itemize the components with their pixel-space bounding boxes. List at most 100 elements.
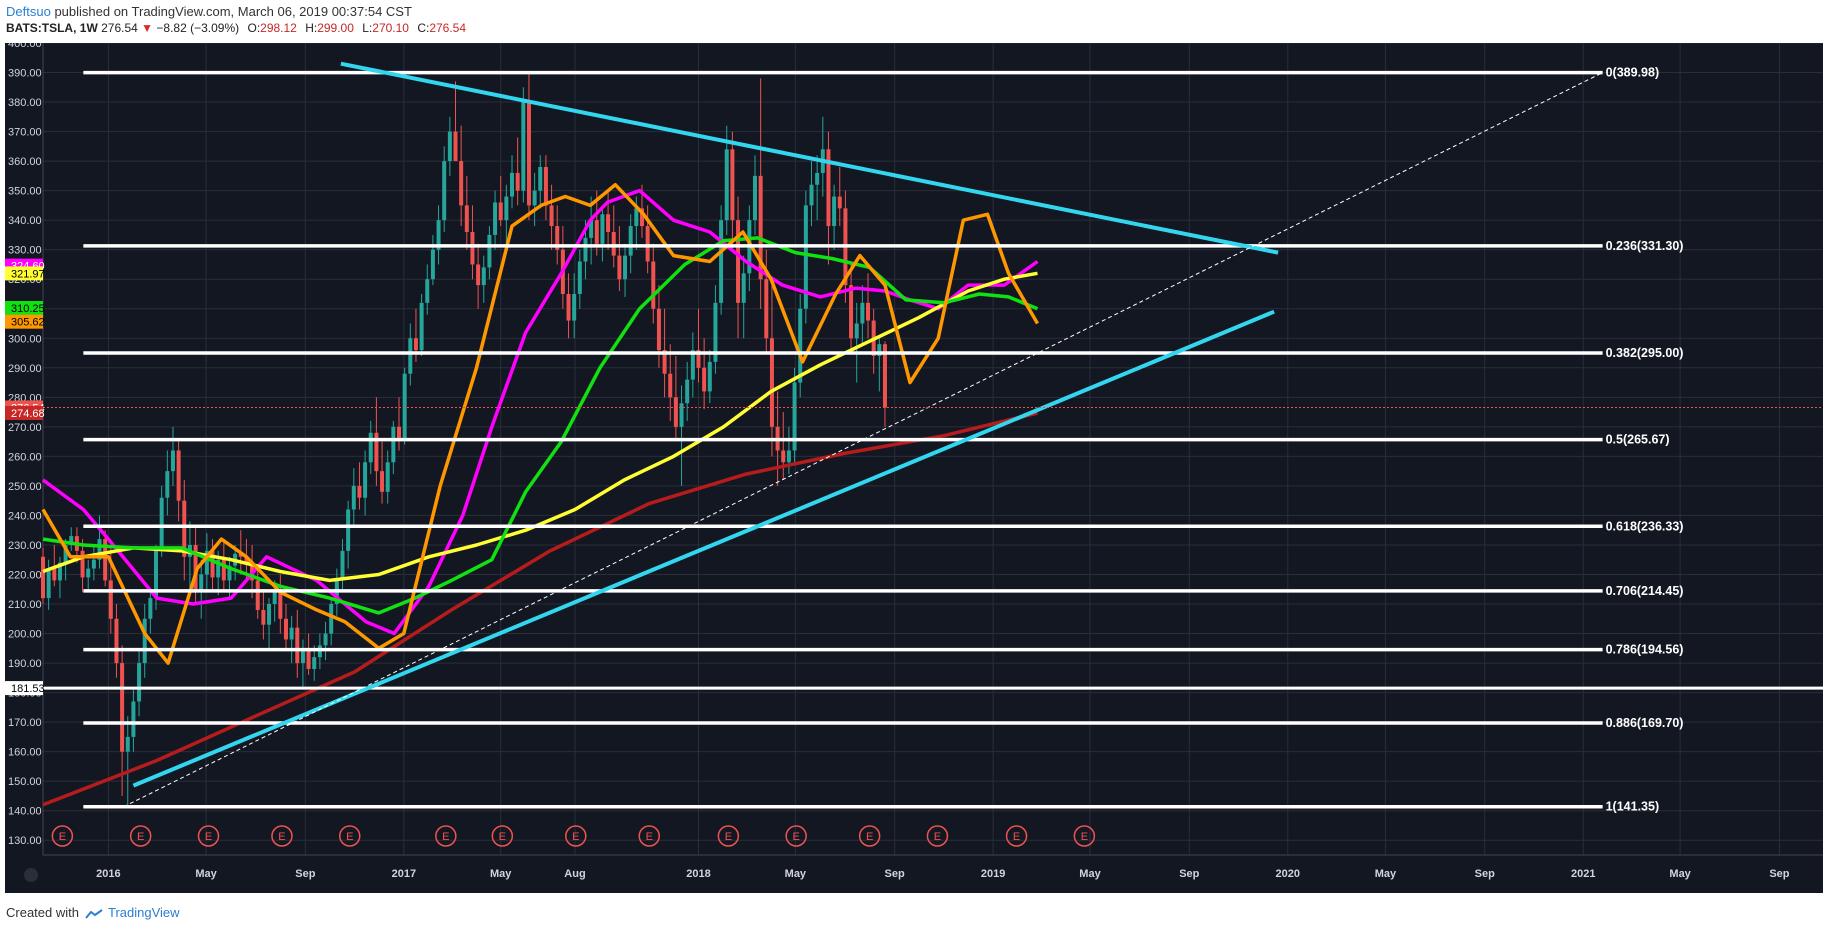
time-tick-label: 2018 xyxy=(686,868,710,880)
candle-body xyxy=(555,226,560,250)
fib-level-label: 0.382(295.00) xyxy=(1606,346,1684,360)
candle-body xyxy=(170,450,175,472)
price-tick-label: 370.00 xyxy=(8,127,42,139)
time-tick-label: Sep xyxy=(1769,868,1789,880)
candle-body xyxy=(148,598,153,619)
price-change: −8.82 (−3.09%) xyxy=(156,21,240,35)
candle-body xyxy=(397,426,401,439)
candle-body xyxy=(80,550,85,578)
price-tick-label: 200.00 xyxy=(8,629,42,641)
candle-body xyxy=(91,559,96,569)
time-tick-label: Sep xyxy=(1179,868,1199,880)
candle-body xyxy=(662,350,667,374)
author-link[interactable]: Deftsuo xyxy=(6,4,51,19)
price-tick-label: 140.00 xyxy=(8,806,42,818)
candle-body xyxy=(866,302,871,321)
close-value: 276.54 xyxy=(429,21,467,35)
price-label-tag xyxy=(5,681,43,696)
price-tick-label: 210.00 xyxy=(8,599,42,611)
created-with-text: Created with xyxy=(6,905,79,920)
candle-body xyxy=(849,285,854,339)
candle-body xyxy=(120,663,125,752)
high-label: H: xyxy=(305,21,318,35)
candle-body xyxy=(702,367,707,392)
time-tick-label: May xyxy=(195,868,217,880)
tradingview-logo-icon xyxy=(84,908,103,919)
candle-body xyxy=(108,580,113,619)
low-label: L: xyxy=(362,21,373,35)
candle-body xyxy=(781,450,786,463)
candle-body xyxy=(86,568,91,578)
candle-body xyxy=(272,592,277,605)
candle-body xyxy=(651,261,656,309)
trendline-support xyxy=(132,309,1275,788)
candle-body xyxy=(504,196,509,221)
price-tick-label: 300.00 xyxy=(8,333,42,345)
earnings-marker-icon xyxy=(339,825,361,847)
candle-body xyxy=(300,648,305,664)
candle-body xyxy=(611,231,616,256)
candle-body xyxy=(628,226,633,256)
candle-body xyxy=(204,550,209,575)
candle-body xyxy=(639,208,644,227)
earnings-marker-icon xyxy=(926,825,949,847)
high-value: 299.00 xyxy=(317,21,354,35)
earnings-marker-label: E xyxy=(934,831,941,843)
candle-body xyxy=(882,344,887,408)
footer: Created with TradingView xyxy=(6,905,180,920)
candle-body xyxy=(606,214,611,232)
candle-body xyxy=(487,234,492,268)
candle-body xyxy=(340,550,345,581)
candle-body xyxy=(57,562,62,581)
candle-body xyxy=(764,279,769,339)
candle-body xyxy=(436,220,441,250)
candle-body xyxy=(792,382,797,451)
earnings-marker-label: E xyxy=(499,831,506,843)
earnings-marker-label: E xyxy=(442,831,449,843)
candle-body xyxy=(786,450,791,463)
time-tick-label: May xyxy=(785,868,807,880)
candle-body xyxy=(380,471,385,492)
price-label-text: 321.97 xyxy=(11,268,45,280)
candle-body xyxy=(295,627,300,664)
time-tick-label: 2017 xyxy=(392,868,416,880)
candle-body xyxy=(385,462,390,492)
fib-level-label: 0.618(236.33) xyxy=(1606,519,1684,533)
candle-body xyxy=(493,202,498,235)
down-arrow-icon: ▼ xyxy=(141,21,154,35)
price-tick-label: 350.00 xyxy=(8,186,42,198)
candle-body xyxy=(267,604,272,625)
earnings-marker-icon xyxy=(638,825,660,847)
tradingview-link[interactable]: TradingView xyxy=(108,905,180,920)
open-value: 298.12 xyxy=(260,21,297,35)
close-label: C: xyxy=(417,21,430,35)
candle-body xyxy=(199,574,204,593)
time-tick-label: May xyxy=(1669,868,1691,880)
candle-body xyxy=(125,736,130,752)
candle-body xyxy=(741,273,746,303)
price-tick-label: 250.00 xyxy=(8,481,42,493)
time-tick-label: May xyxy=(1079,868,1101,880)
candle-body xyxy=(459,161,464,206)
candle-body xyxy=(736,220,741,303)
candle-body xyxy=(210,550,215,578)
candle-body xyxy=(526,102,531,206)
earnings-marker-icon xyxy=(129,825,152,847)
price-tick-label: 160.00 xyxy=(8,747,42,759)
candle-body xyxy=(753,175,757,221)
candle-body xyxy=(798,308,803,383)
candle-body xyxy=(617,255,622,280)
earnings-marker-icon xyxy=(1073,825,1096,847)
earnings-marker-icon xyxy=(565,825,587,847)
price-chart[interactable]: 400.00 390.00 380.00 370.00 360.00 350.00 340.… xyxy=(5,43,1823,893)
earnings-marker-label: E xyxy=(278,831,285,843)
candle-body xyxy=(351,485,356,510)
candle-body xyxy=(368,432,373,463)
candle-body xyxy=(600,214,605,244)
candle-body xyxy=(63,544,68,563)
zoom-reset-icon[interactable] xyxy=(24,868,38,882)
candle-body xyxy=(244,556,249,563)
candle-body xyxy=(809,184,814,206)
candle-body xyxy=(103,539,108,581)
candle-body xyxy=(594,220,599,244)
